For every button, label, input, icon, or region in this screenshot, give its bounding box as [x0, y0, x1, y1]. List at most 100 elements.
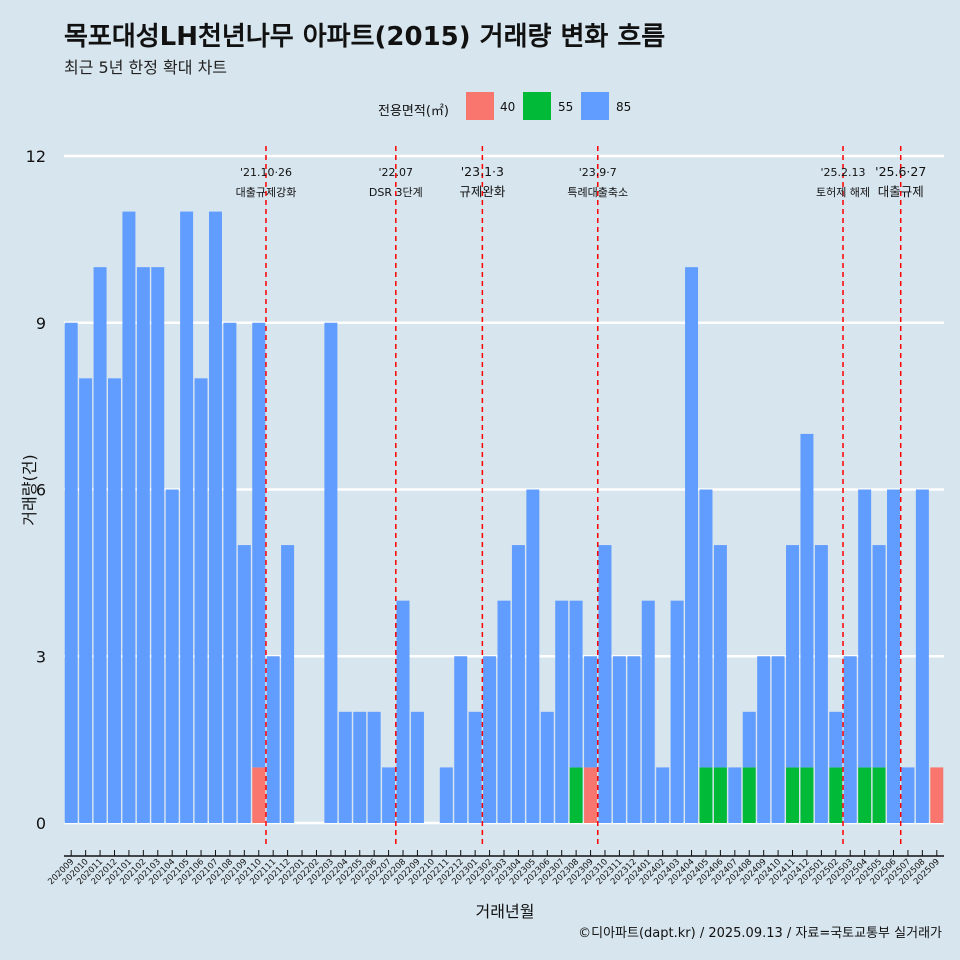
- bar-202409-85: [757, 656, 771, 823]
- chart-title: 목포대성LH천년나무 아파트(2015) 거래량 변화 흐름: [64, 22, 666, 52]
- bar-202502-55: [829, 767, 843, 823]
- bar-202108-85: [223, 322, 237, 823]
- bar-202308-55: [569, 767, 583, 823]
- event-date-4: '25.2.13: [821, 166, 866, 179]
- event-label-3: 특례대출축소: [567, 186, 628, 199]
- bar-202204-85: [338, 711, 352, 823]
- y-tick-label: 0: [36, 814, 46, 833]
- event-date-0: '21.10·26: [240, 166, 292, 179]
- legend-label-40: 40: [500, 100, 516, 114]
- event-date-3: '23.9·7: [579, 166, 617, 179]
- bar-202301-85: [468, 711, 482, 823]
- bar-202205-85: [353, 711, 367, 823]
- bar-202503-85: [843, 656, 857, 823]
- bar-202404-85: [685, 267, 699, 824]
- bar-202505-85: [872, 545, 886, 768]
- bar-202011-85: [93, 267, 107, 824]
- bar-202101-85: [122, 211, 136, 824]
- bar-202405-55: [699, 767, 713, 823]
- bar-202209-85: [410, 711, 424, 823]
- bar-202111-85: [266, 656, 280, 823]
- bar-202104-85: [165, 489, 179, 823]
- bar-202208-85: [396, 600, 410, 823]
- bar-202107-85: [208, 211, 222, 824]
- bar-202211-85: [439, 767, 453, 823]
- bar-202206-85: [367, 711, 381, 823]
- bar-202310-85: [598, 545, 612, 823]
- y-tick-label: 3: [36, 647, 46, 666]
- bar-202106-85: [194, 378, 208, 823]
- bar-202312-85: [627, 656, 641, 823]
- bar-202504-85: [858, 489, 872, 768]
- event-date-5: '25.6·27: [875, 164, 926, 179]
- bar-202506-85: [887, 489, 900, 823]
- event-label-0: 대출규제강화: [236, 186, 297, 199]
- bar-202501-85: [814, 545, 828, 823]
- bar-202407-85: [728, 767, 742, 823]
- bar-202505-55: [872, 767, 886, 823]
- bar-202110-85: [252, 322, 266, 768]
- bar-202110-40: [252, 767, 266, 823]
- bar-202509-40: [930, 767, 944, 823]
- y-tick-label: 9: [36, 314, 46, 333]
- bar-202408-85: [742, 711, 756, 768]
- legend-swatch-85: [581, 92, 609, 120]
- bar-202410-85: [771, 656, 785, 823]
- bar-202102-85: [136, 267, 150, 824]
- legend-title: 전용면적(㎡): [378, 104, 449, 119]
- bar-202212-85: [454, 656, 468, 823]
- y-axis-label: 거래량(건): [20, 454, 39, 526]
- bar-202405-85: [699, 489, 713, 768]
- bar-202207-85: [382, 767, 396, 823]
- bar-202309-40: [584, 767, 598, 823]
- bar-202311-85: [612, 656, 626, 823]
- bar-202403-85: [670, 600, 684, 823]
- event-date-2: '23.1·3: [461, 164, 504, 179]
- bar-202502-85: [829, 711, 843, 768]
- y-tick-label: 6: [36, 481, 46, 500]
- bar-202012-85: [108, 378, 121, 823]
- event-label-2: 규제완화: [459, 184, 506, 199]
- caption: ©디아파트(dapt.kr) / 2025.09.13 / 자료=국토교통부 실…: [578, 926, 942, 941]
- event-date-1: '22.07: [379, 166, 414, 179]
- event-label-1: DSR 3단계: [369, 186, 423, 199]
- bar-202412-85: [800, 433, 814, 768]
- bar-202304-85: [511, 545, 525, 823]
- bar-202309-85: [584, 656, 598, 768]
- bar-202508-85: [915, 489, 929, 823]
- bar-202406-55: [713, 767, 727, 823]
- bar-202103-85: [151, 267, 165, 824]
- legend-swatch-55: [523, 92, 551, 120]
- event-label-5: 대출규제: [878, 184, 924, 199]
- chart-subtitle: 최근 5년 한정 확대 차트: [64, 58, 228, 77]
- bar-202411-55: [786, 767, 800, 823]
- legend-label-55: 55: [558, 100, 574, 114]
- bar-202504-55: [858, 767, 872, 823]
- legend: 전용면적(㎡) 40 55 85: [0, 92, 960, 122]
- bar-202010-85: [79, 378, 93, 823]
- bar-202406-85: [713, 545, 727, 768]
- bar-202305-85: [526, 489, 540, 823]
- x-axis-label: 거래년월: [475, 902, 535, 921]
- bar-202408-55: [742, 767, 756, 823]
- legend-swatch-40: [466, 92, 494, 120]
- bar-202112-85: [281, 545, 295, 823]
- bar-202306-85: [540, 711, 554, 823]
- bar-202105-85: [180, 211, 194, 824]
- bar-202109-85: [237, 545, 251, 823]
- y-tick-label: 12: [26, 147, 46, 166]
- bar-202412-55: [800, 767, 814, 823]
- event-label-4: 토허제 해제: [816, 185, 870, 199]
- bar-202307-85: [555, 600, 569, 823]
- bar-202303-85: [497, 600, 511, 823]
- bar-202411-85: [786, 545, 800, 768]
- bar-202302-85: [483, 656, 497, 823]
- bar-202401-85: [641, 600, 655, 823]
- legend-label-85: 85: [616, 100, 632, 114]
- bar-202402-85: [656, 767, 670, 823]
- bar-202507-85: [901, 767, 915, 823]
- bar-202308-85: [569, 600, 583, 768]
- bar-202009-85: [64, 322, 78, 823]
- bar-202203-85: [324, 322, 338, 823]
